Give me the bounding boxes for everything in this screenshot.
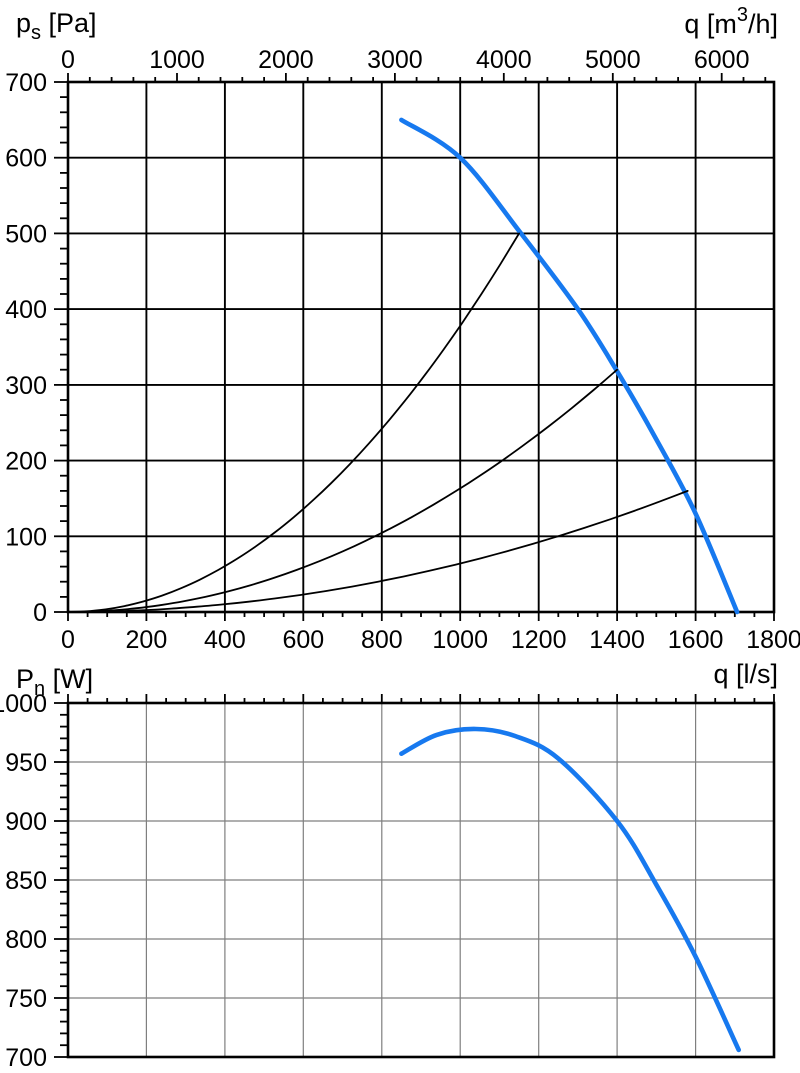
system-curve-2 <box>67 368 618 613</box>
grid <box>68 82 774 612</box>
x-axis-tick-label: 3000 <box>367 46 423 74</box>
x-axis-tick-label: 6000 <box>694 46 750 74</box>
y-axis-tick-label: 100 <box>5 523 47 551</box>
y-axis-tick-label: 700 <box>5 69 47 97</box>
x-axis-tick-label: 1800 <box>746 626 800 654</box>
y-axis-tick-label: 850 <box>5 867 47 895</box>
y-axis-title: Pn [W] <box>16 664 93 700</box>
y-axis-tick-label: 750 <box>5 985 47 1013</box>
x-axis-tick-label: 0 <box>61 626 75 654</box>
x-axis-tick-label: 600 <box>282 626 324 654</box>
x-axis-tick-label: 1000 <box>149 46 205 74</box>
grid <box>68 703 774 1057</box>
x-axis-tick-label: 0 <box>61 46 75 74</box>
x_top-ticks <box>67 694 775 703</box>
x-axis-tick-label: 4000 <box>476 46 532 74</box>
y-axis-title: ps [Pa] <box>16 8 97 44</box>
x-axis-tick-label: 1400 <box>589 626 645 654</box>
y-axis-tick-label: 600 <box>5 145 47 173</box>
system-curve-3 <box>67 490 689 613</box>
x_top-ticks <box>67 73 767 82</box>
power-input-chart: 1000 950 900 850 800 750 700 Pn [W] <box>0 664 776 1072</box>
y-axis-tick-label: 300 <box>5 372 47 400</box>
y-axis-tick-label: 950 <box>5 749 47 777</box>
y-axis-tick-labels: 1000 950 900 850 800 750 700 <box>0 690 47 1072</box>
x-axis-tick-label: 1200 <box>511 626 567 654</box>
y-axis-ticks <box>54 81 68 613</box>
y-axis-ticks <box>54 702 68 1058</box>
x-axis-tick-label: 2000 <box>258 46 314 74</box>
power-curve <box>399 726 741 1053</box>
y-axis-tick-label: 800 <box>5 926 47 954</box>
x-axis-tick-label: 800 <box>361 626 403 654</box>
y-axis-tick-label: 1000 <box>0 690 47 718</box>
x-axis-tick-label: 1600 <box>668 626 724 654</box>
y-axis-tick-label: 700 <box>5 1044 47 1068</box>
x_bottom-ticks <box>67 612 775 621</box>
x-bottom-axis-title: q [l/s] <box>713 659 778 689</box>
y-axis-tick-label: 200 <box>5 448 47 476</box>
x_top-tick-labels: 0 1000 2000 3000 4000 5000 6000 <box>61 46 749 74</box>
x-axis-tick-label: 1000 <box>432 626 488 654</box>
x-top-axis-title: q [m3/h] <box>684 4 778 39</box>
x_bottom-tick-labels: 0 200 400 600 800 1000 1200 1400 1600 1800 <box>61 626 800 654</box>
y-axis-tick-label: 900 <box>5 808 47 836</box>
y-axis-tick-label: 500 <box>5 220 47 248</box>
plot-frame <box>66 80 776 614</box>
x-axis-tick-label: 400 <box>204 626 246 654</box>
y-axis-tick-labels: 700 600 500 400 300 200 100 0 <box>5 69 47 627</box>
x-axis-tick-label: 5000 <box>585 46 641 74</box>
fan-pressure-curve <box>399 117 740 615</box>
y-axis-tick-label: 0 <box>33 599 47 627</box>
x-axis-tick-label: 200 <box>126 626 168 654</box>
system-curve-1 <box>67 232 520 613</box>
y-axis-tick-label: 400 <box>5 296 47 324</box>
